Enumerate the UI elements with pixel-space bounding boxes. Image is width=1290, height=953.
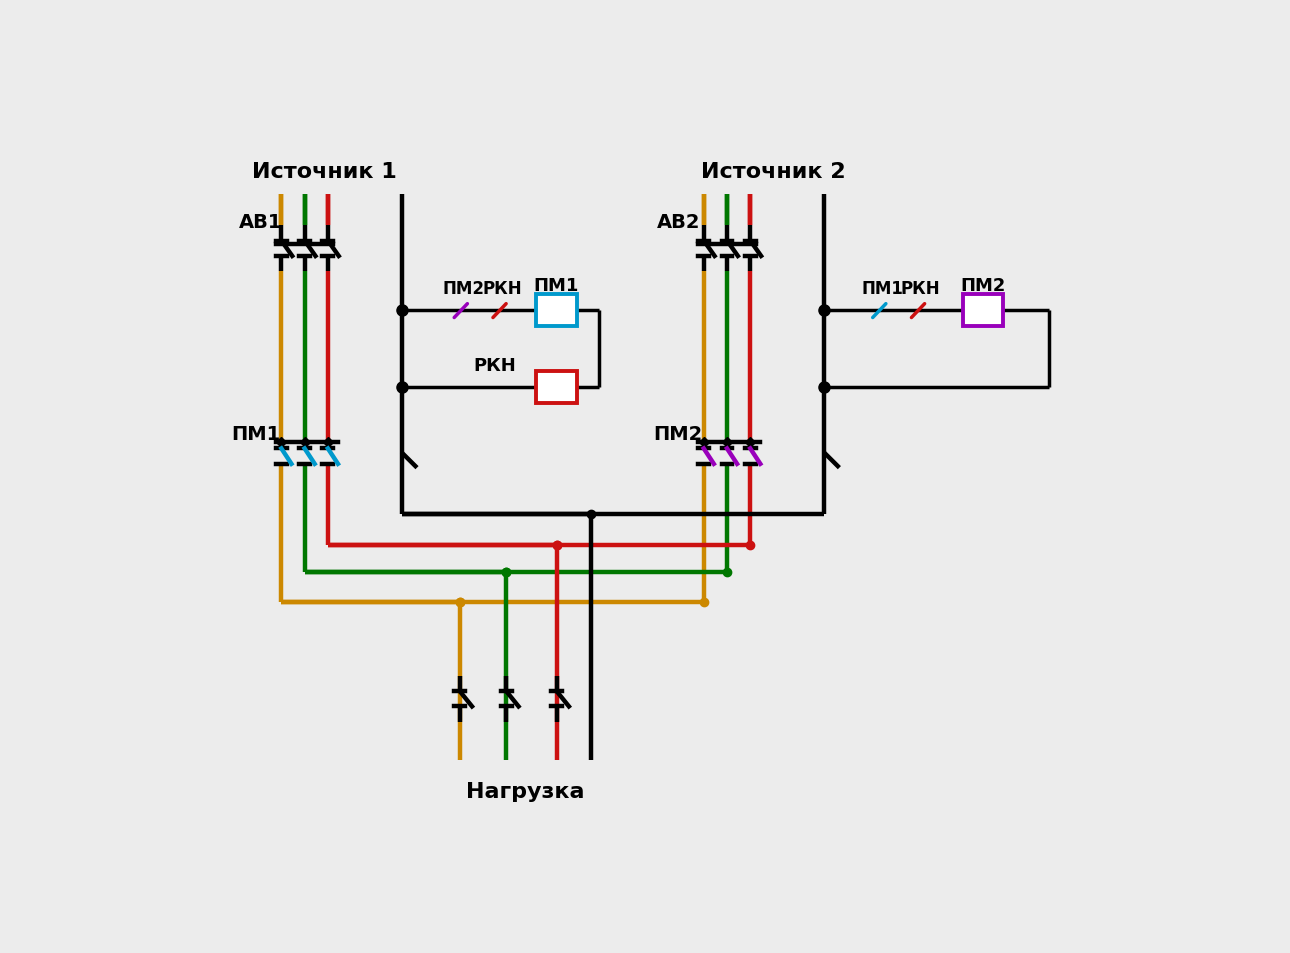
Text: АВ1: АВ1 xyxy=(239,213,283,232)
Text: ПМ2: ПМ2 xyxy=(653,424,703,443)
Text: РКН: РКН xyxy=(473,356,516,375)
Text: ПМ1: ПМ1 xyxy=(231,424,280,443)
Bar xyxy=(537,372,577,403)
Bar xyxy=(537,294,577,327)
Text: РКН: РКН xyxy=(900,280,940,298)
Text: ПМ2: ПМ2 xyxy=(442,280,485,298)
Text: Нагрузка: Нагрузка xyxy=(466,781,584,801)
Text: ПМ1: ПМ1 xyxy=(860,280,903,298)
Text: Источник 1: Источник 1 xyxy=(252,162,396,182)
Text: АВ2: АВ2 xyxy=(657,213,700,232)
Bar xyxy=(962,294,1002,327)
Text: ПМ2: ПМ2 xyxy=(960,277,1005,294)
Text: ПМ1: ПМ1 xyxy=(534,277,579,294)
Text: РКН: РКН xyxy=(482,280,522,298)
Text: Источник 2: Источник 2 xyxy=(702,162,846,182)
